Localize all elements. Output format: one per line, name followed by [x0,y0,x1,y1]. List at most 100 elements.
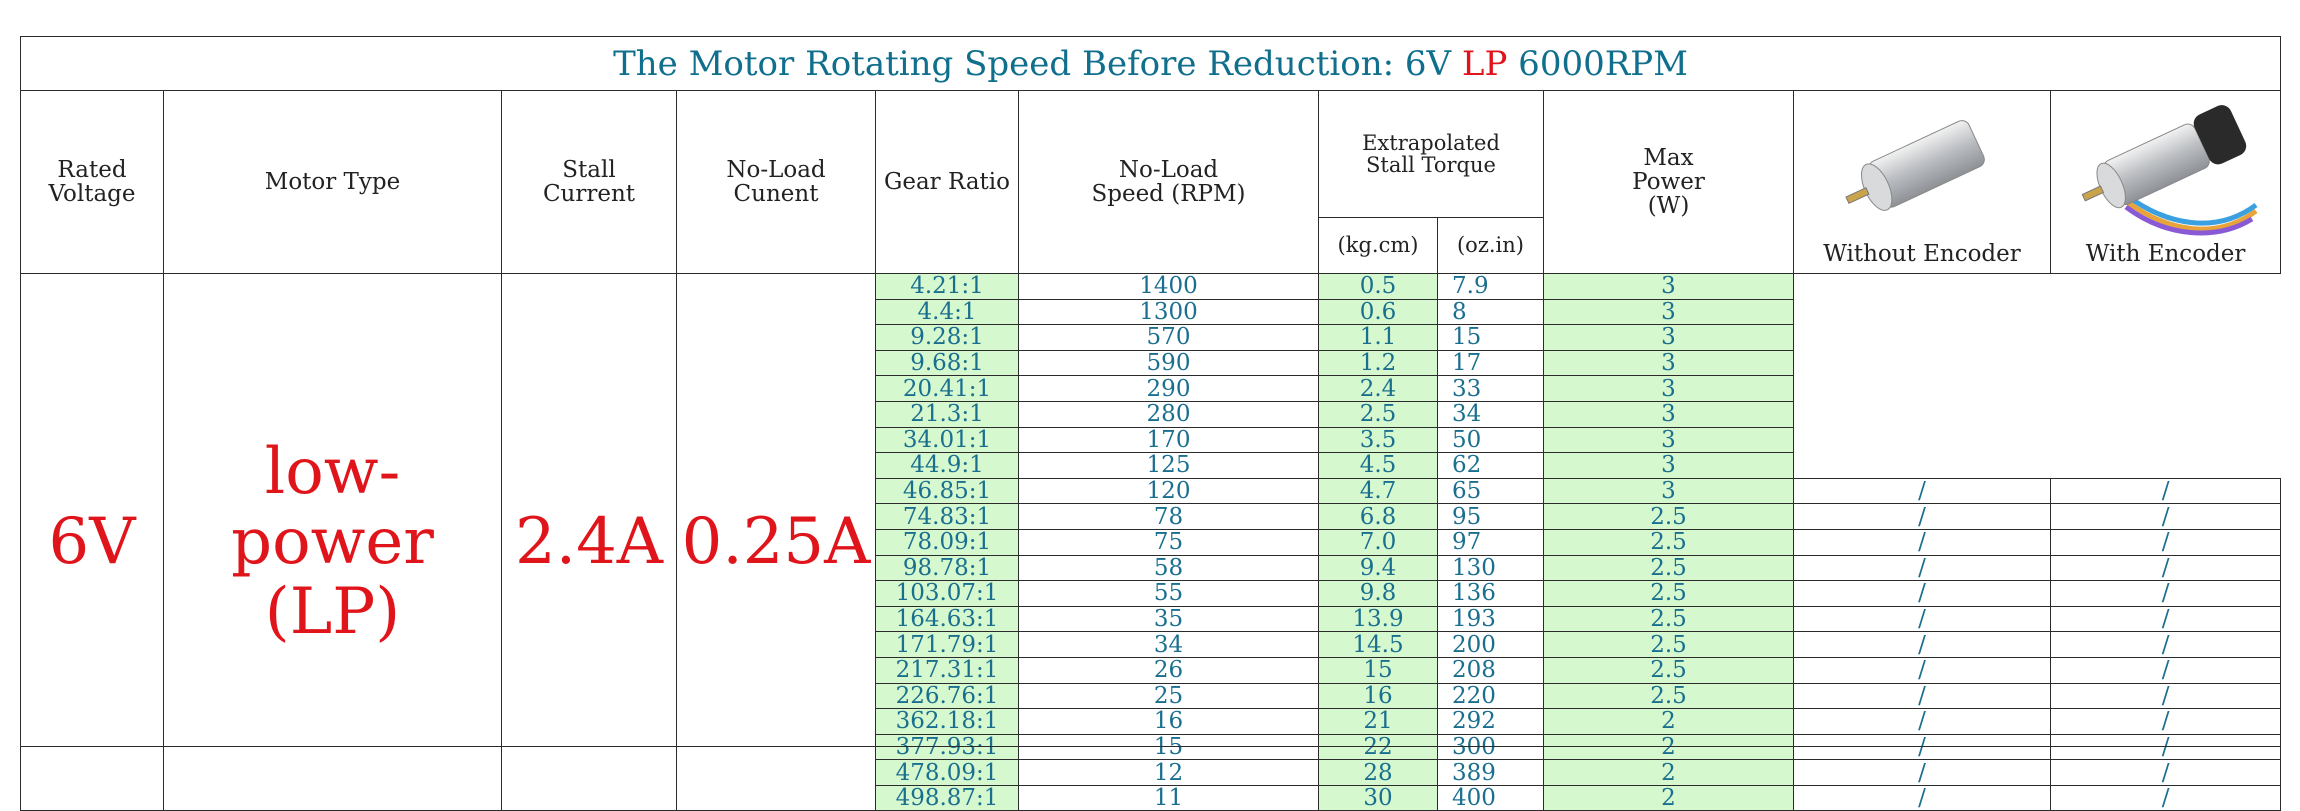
torque-ozin-cell: 34 [1437,400,1544,428]
gear-ratio-cell: 44.9:1 [875,452,1019,479]
max-power-cell: 2.5 [1543,528,1794,556]
no-load-speed-cell: 34 [1018,631,1319,658]
max-power-cell: 2.5 [1543,682,1794,710]
with-encoder-cell: / [2049,477,2282,505]
gear-ratio-cell: 9.68:1 [875,349,1019,377]
torque-kgcm-cell: 7.0 [1318,528,1438,556]
torque-ozin-cell: 200 [1437,631,1544,658]
spec-rows: 6V low-power (LP) 2.4A 0.25A 4.21:1 1400 0.5 7.9… [20,272,2282,811]
no-load-current-value: 0.25A [676,272,876,811]
no-load-speed-cell: 75 [1018,528,1319,556]
bottom-divider [20,746,2280,747]
torque-kgcm-cell: 6.8 [1318,503,1438,530]
torque-kgcm-cell: 4.7 [1318,477,1438,505]
torque-ozin-cell: 193 [1437,605,1544,633]
gear-ratio-cell: 34.01:1 [875,426,1019,454]
no-load-speed-cell: 290 [1018,375,1319,402]
without-encoder-cell: / [1793,682,2051,710]
max-power-cell: 2.5 [1543,503,1794,530]
torque-ozin-cell: 17 [1437,349,1544,377]
motor-spec-table: The Motor Rotating Speed Before Reductio… [19,36,2282,811]
with-encoder-cell: / [2049,682,2282,710]
max-power-cell: 3 [1543,375,1794,402]
title-suffix: 6000RPM [1507,43,1688,84]
max-power-cell: 3 [1543,400,1794,428]
no-load-speed-cell: 26 [1018,656,1319,684]
no-load-speed-cell: 1300 [1018,298,1319,326]
max-power-cell: 2.5 [1543,554,1794,582]
image-without-encoder-cell: Without Encoder [1793,90,2051,274]
no-load-speed-cell: 16 [1018,708,1319,735]
title-lp: LP [1461,43,1508,84]
torque-kgcm-cell: 15 [1318,656,1438,684]
header-no-load-current: No-Load Cunent [676,90,876,274]
title-prefix: The Motor Rotating Speed Before Reductio… [613,43,1462,84]
gear-motor-icon [1845,120,1985,211]
gear-ratio-cell: 103.07:1 [875,580,1019,607]
without-encoder-cell: / [1793,528,2051,556]
with-encoder-label: With Encoder [2085,241,2246,267]
with-encoder-cell: / [2049,631,2282,658]
without-encoder-cell: / [1793,784,2051,811]
without-encoder-cell: / [1793,580,2051,607]
with-encoder-cell: / [2049,784,2282,811]
max-power-cell: 2 [1543,759,1794,786]
torque-ozin-cell: 62 [1437,452,1544,479]
torque-kgcm-cell: 30 [1318,784,1438,811]
motor-type-line2: (LP) [264,575,401,650]
image-with-encoder-cell: With Encoder [2049,90,2282,274]
gear-ratio-cell: 362.18:1 [875,708,1019,735]
no-load-speed-cell: 35 [1018,605,1319,633]
header-no-load-speed: No-Load Speed (RPM) [1018,90,1319,274]
torque-ozin-cell: 292 [1437,708,1544,735]
torque-kgcm-cell: 9.8 [1318,580,1438,607]
torque-ozin-cell: 33 [1437,375,1544,402]
without-encoder-cell: / [1793,503,2051,530]
header-stall-current: Stall Current [501,90,677,274]
no-load-speed-cell: 590 [1018,349,1319,377]
gear-ratio-cell: 46.85:1 [875,477,1019,505]
torque-ozin-cell: 95 [1437,503,1544,530]
with-encoder-cell: / [2049,580,2282,607]
no-load-speed-cell: 11 [1018,784,1319,811]
gear-ratio-cell: 74.83:1 [875,503,1019,530]
gear-ratio-cell: 217.31:1 [875,656,1019,684]
header-max-power: Max Power (W) [1543,90,1794,274]
torque-kgcm-cell: 13.9 [1318,605,1438,633]
torque-kgcm-cell: 9.4 [1318,554,1438,582]
table-row: 9.68:1 590 1.2 17 3 [21,349,2281,377]
header-extrapolated-torque: Extrapolated Stall Torque [1318,90,1544,218]
max-power-cell: 3 [1543,426,1794,454]
no-load-speed-cell: 78 [1018,503,1319,530]
torque-kgcm-cell: 1.1 [1318,324,1438,351]
header-rated-voltage: Rated Voltage [20,90,164,274]
torque-kgcm-cell: 0.6 [1318,298,1438,326]
max-power-cell: 3 [1543,324,1794,351]
gear-ratio-cell: 171.79:1 [875,631,1019,658]
torque-ozin-cell: 208 [1437,656,1544,684]
without-encoder-cell: / [1793,759,2051,786]
with-encoder-cell: / [2049,759,2282,786]
gear-motor-encoder-icon [2081,105,2258,236]
with-encoder-cell: / [2049,503,2282,530]
no-load-speed-cell: 280 [1018,400,1319,428]
header-gear-ratio: Gear Ratio [875,90,1019,274]
header-kgcm: (kg.cm) [1318,216,1438,275]
torque-ozin-cell: 130 [1437,554,1544,582]
max-power-cell: 2.5 [1543,631,1794,658]
without-encoder-cell: / [1793,656,2051,684]
gear-ratio-cell: 164.63:1 [875,605,1019,633]
max-power-cell: 3 [1543,273,1794,300]
table-row: 46.85:1 120 4.7 65 3// [21,477,2282,505]
torque-ozin-cell: 8 [1437,298,1544,326]
torque-ozin-cell: 400 [1437,784,1544,811]
table-row: 164.63:1 35 13.9 193 2.5// [21,605,2282,633]
with-encoder-cell: / [2049,656,2282,684]
no-load-speed-cell: 120 [1018,477,1319,505]
max-power-cell: 2 [1543,784,1794,811]
max-power-cell: 3 [1543,452,1794,479]
motor-type-value: low-power (LP) [163,272,502,811]
torque-ozin-cell: 220 [1437,682,1544,710]
without-encoder-cell: / [1793,631,2051,658]
torque-ozin-cell: 15 [1437,324,1544,351]
